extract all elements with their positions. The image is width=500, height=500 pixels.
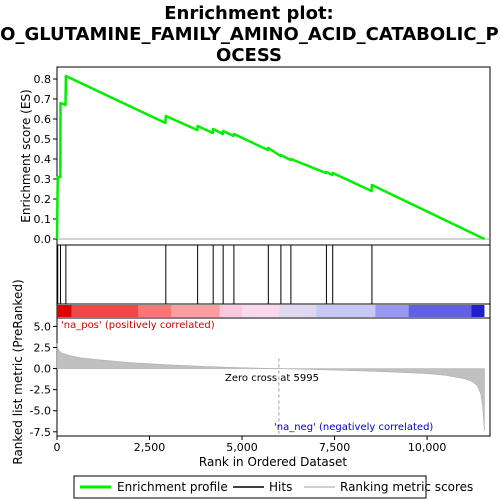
es-ylabel: Enrichment score (ES) [19, 89, 33, 222]
colorbar-segment [219, 305, 243, 317]
es-ytick-label: 0.1 [34, 213, 52, 226]
es-ytick-label: 0.2 [34, 193, 52, 206]
title-line-2: GO_GLUTAMINE_FAMILY_AMINO_ACID_CATABOLIC… [0, 24, 500, 45]
rank-ytick-label: -5.0 [30, 405, 51, 418]
x-tick-label: 5,000 [226, 441, 258, 454]
enrichment-profile-line [55, 74, 485, 241]
colorbar-segment [279, 305, 317, 317]
es-ytick-label: 0.6 [34, 113, 52, 126]
title-line-3: OCESS [216, 45, 282, 66]
colorbar-segment [71, 305, 139, 317]
x-tick-label: 10,000 [408, 441, 447, 454]
rank-ytick-label: 0.0 [34, 363, 52, 376]
x-axis-label: Rank in Ordered Dataset [199, 455, 347, 469]
zero-cross-label: Zero cross at 5995 [225, 373, 319, 384]
rank-colorbar [56, 303, 491, 319]
rank-panel-frame [56, 317, 491, 437]
ranking-metric-area [56, 343, 485, 431]
colorbar-segment [316, 305, 376, 317]
es-ytick-label: 0.7 [34, 93, 52, 106]
colorbar-segment [471, 305, 485, 317]
colorbar-segment [171, 305, 220, 317]
hits-panel-frame [56, 244, 491, 305]
es-panel: 0.0 0.1 0.2 0.3 0.4 0.5 0.6 0.7 0.8 Enrichment s… [19, 66, 491, 246]
x-tick-label: 0 [54, 441, 61, 454]
title-line-1: Enrichment plot: [164, 3, 334, 24]
es-ytick-label: 0.8 [34, 73, 52, 86]
legend-label-enrichment: Enrichment profile [117, 480, 228, 494]
rank-ytick-label: -7.5 [30, 426, 51, 439]
rank-ytick-label: 5.0 [34, 320, 52, 333]
colorbar-segment [242, 305, 280, 317]
pos-correlated-label: 'na_pos' (positively correlated) [61, 320, 215, 331]
neg-correlated-label: 'na_neg' (negatively correlated) [274, 422, 433, 433]
es-panel-frame [56, 66, 491, 246]
es-ytick-label: 0.5 [34, 133, 52, 146]
es-ytick-label: 0.4 [34, 153, 52, 166]
legend: Enrichment profile Hits Ranking metric s… [73, 475, 473, 499]
colorbar-segment [375, 305, 409, 317]
legend-label-ranking: Ranking metric scores [340, 480, 473, 494]
legend-label-hits: Hits [269, 480, 292, 494]
colorbar-segment [57, 305, 72, 317]
rank-panel: 5.0 2.5 0.0 -2.5 -5.0 -7.5 'na_pos' (positive… [11, 279, 491, 465]
x-tick-label: 7,500 [319, 441, 351, 454]
colorbar-segment [138, 305, 172, 317]
rank-ytick-label: 2.5 [34, 342, 52, 355]
es-ytick-label: 0.3 [34, 173, 52, 186]
rank-ytick-label: -2.5 [30, 384, 51, 397]
hits-panel [56, 244, 491, 305]
x-tick-label: 2,500 [134, 441, 166, 454]
colorbar-segment [408, 305, 472, 317]
es-ytick-label: 0.0 [34, 233, 52, 246]
rank-ylabel: Ranked list metric (PreRanked) [11, 279, 25, 464]
